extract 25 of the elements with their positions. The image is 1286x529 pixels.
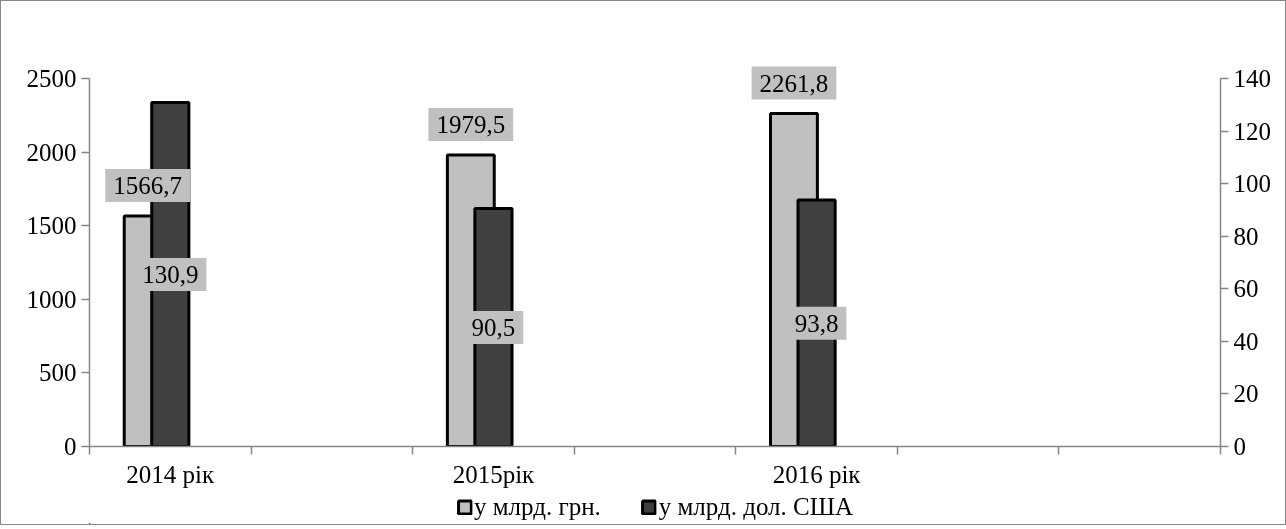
y-tick-label: 1000: [26, 285, 77, 313]
x-tick-label: 2016 рік: [772, 460, 862, 488]
legend-label: у млрд. грн.: [473, 493, 601, 521]
y2-tick-label: 20: [1233, 380, 1259, 408]
y-tick-label: 0: [64, 433, 77, 460]
y2-tick-label: 100: [1233, 170, 1271, 198]
y-tick-label: 1500: [26, 212, 77, 240]
y-tick-label: 2500: [26, 65, 77, 92]
x-tick-label: 2015рік: [452, 460, 536, 488]
y2-tick-label: 40: [1233, 327, 1259, 355]
data-label: 1979,5: [436, 111, 506, 139]
y2-tick-label: 60: [1233, 275, 1259, 303]
data-label: 93,8: [794, 309, 839, 337]
y2-tick-label: 0: [1233, 433, 1246, 460]
legend-label: у млрд. дол. США: [658, 493, 854, 521]
data-label: 1566,7: [113, 171, 183, 199]
y-tick-label: 2000: [26, 138, 77, 166]
y2-tick-label: 80: [1233, 222, 1259, 250]
y2-tick-label: 140: [1233, 65, 1271, 92]
data-label: 2261,8: [759, 69, 829, 97]
x-tick-label: 2014 рік: [126, 460, 216, 488]
data-label: 90,5: [471, 314, 516, 342]
data-label: 130,9: [142, 260, 199, 288]
y-tick-label: 500: [39, 359, 77, 387]
y2-tick-label: 120: [1233, 117, 1271, 145]
